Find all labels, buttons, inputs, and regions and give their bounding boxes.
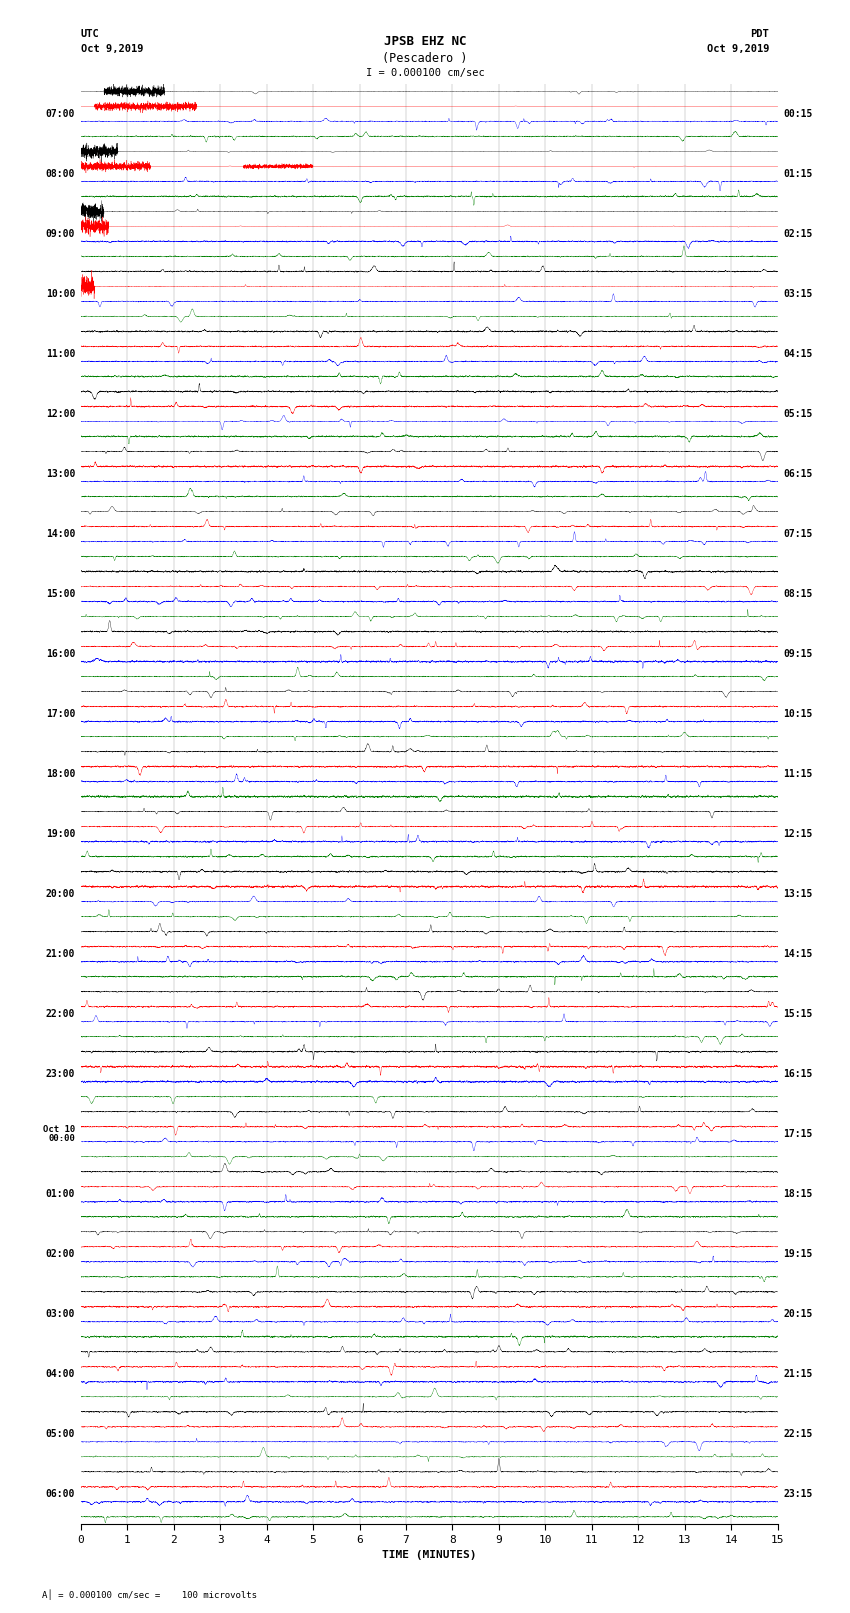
Text: 15:00: 15:00 <box>46 589 75 598</box>
Text: PDT: PDT <box>751 29 769 39</box>
Text: 04:00: 04:00 <box>46 1369 75 1379</box>
Text: 17:00: 17:00 <box>46 710 75 719</box>
Text: 12:00: 12:00 <box>46 410 75 419</box>
Text: 16:00: 16:00 <box>46 648 75 660</box>
Text: 10:00: 10:00 <box>46 289 75 298</box>
Text: 13:00: 13:00 <box>46 469 75 479</box>
Text: JPSB EHZ NC: JPSB EHZ NC <box>383 35 467 48</box>
Text: 03:15: 03:15 <box>784 289 813 298</box>
Text: 02:15: 02:15 <box>784 229 813 239</box>
Text: Oct 9,2019: Oct 9,2019 <box>706 44 769 53</box>
Text: 02:00: 02:00 <box>46 1248 75 1260</box>
Text: 06:00: 06:00 <box>46 1489 75 1498</box>
Text: A│ = 0.000100 cm/sec =    100 microvolts: A│ = 0.000100 cm/sec = 100 microvolts <box>42 1589 258 1600</box>
Text: 19:00: 19:00 <box>46 829 75 839</box>
Text: 15:15: 15:15 <box>784 1010 813 1019</box>
Text: (Pescadero ): (Pescadero ) <box>382 52 468 65</box>
Text: 04:15: 04:15 <box>784 348 813 360</box>
Text: 17:15: 17:15 <box>784 1129 813 1139</box>
Text: 12:15: 12:15 <box>784 829 813 839</box>
X-axis label: TIME (MINUTES): TIME (MINUTES) <box>382 1550 477 1560</box>
Text: 14:00: 14:00 <box>46 529 75 539</box>
Text: 11:15: 11:15 <box>784 769 813 779</box>
Text: 00:00: 00:00 <box>48 1134 75 1144</box>
Text: 20:15: 20:15 <box>784 1310 813 1319</box>
Text: 16:15: 16:15 <box>784 1069 813 1079</box>
Text: 09:15: 09:15 <box>784 648 813 660</box>
Text: 01:00: 01:00 <box>46 1189 75 1198</box>
Text: 08:00: 08:00 <box>46 169 75 179</box>
Text: 22:15: 22:15 <box>784 1429 813 1439</box>
Text: 23:00: 23:00 <box>46 1069 75 1079</box>
Text: 00:15: 00:15 <box>784 110 813 119</box>
Text: 11:00: 11:00 <box>46 348 75 360</box>
Text: 07:00: 07:00 <box>46 110 75 119</box>
Text: Oct 10: Oct 10 <box>42 1126 75 1134</box>
Text: 21:15: 21:15 <box>784 1369 813 1379</box>
Text: 14:15: 14:15 <box>784 948 813 960</box>
Text: 03:00: 03:00 <box>46 1310 75 1319</box>
Text: 18:00: 18:00 <box>46 769 75 779</box>
Text: 07:15: 07:15 <box>784 529 813 539</box>
Text: 10:15: 10:15 <box>784 710 813 719</box>
Text: 18:15: 18:15 <box>784 1189 813 1198</box>
Text: 01:15: 01:15 <box>784 169 813 179</box>
Text: 08:15: 08:15 <box>784 589 813 598</box>
Text: 05:00: 05:00 <box>46 1429 75 1439</box>
Text: I = 0.000100 cm/sec: I = 0.000100 cm/sec <box>366 68 484 77</box>
Text: 21:00: 21:00 <box>46 948 75 960</box>
Text: Oct 9,2019: Oct 9,2019 <box>81 44 144 53</box>
Text: 20:00: 20:00 <box>46 889 75 898</box>
Text: 05:15: 05:15 <box>784 410 813 419</box>
Text: 06:15: 06:15 <box>784 469 813 479</box>
Text: UTC: UTC <box>81 29 99 39</box>
Text: 13:15: 13:15 <box>784 889 813 898</box>
Text: 23:15: 23:15 <box>784 1489 813 1498</box>
Text: 09:00: 09:00 <box>46 229 75 239</box>
Text: 19:15: 19:15 <box>784 1248 813 1260</box>
Text: 22:00: 22:00 <box>46 1010 75 1019</box>
